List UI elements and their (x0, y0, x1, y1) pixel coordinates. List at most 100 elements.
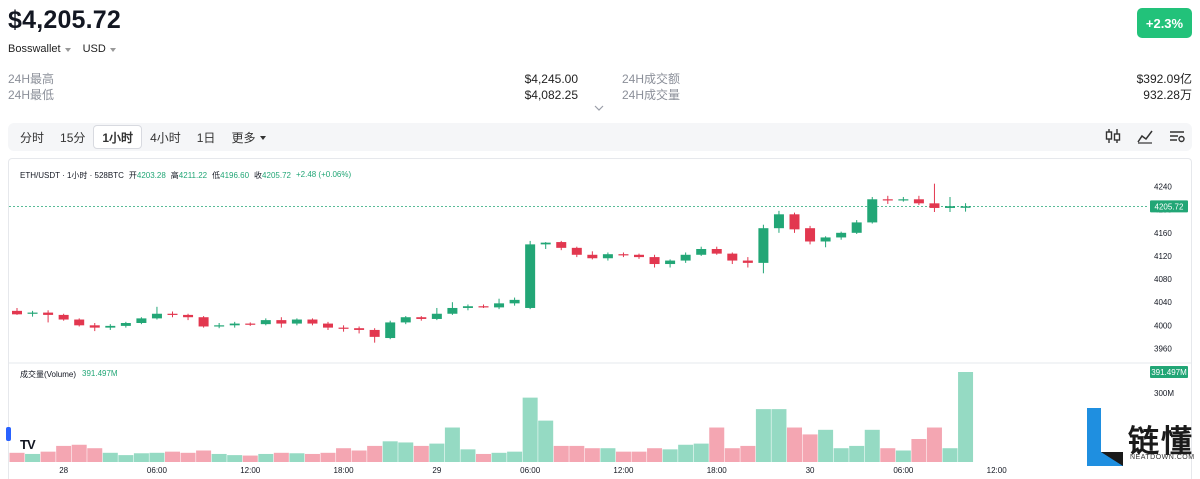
tradingview-logo-icon: TV (20, 437, 36, 452)
tab-1d[interactable]: 1日 (196, 130, 216, 145)
candle-body (462, 306, 473, 308)
currency-label: USD (82, 43, 106, 55)
timeframe-tabs: 分时 15分 1小时 4小时 1日 更多 (8, 123, 1192, 151)
candle-body (773, 214, 784, 229)
candle-body (183, 314, 194, 318)
settings-icon[interactable] (1168, 127, 1186, 145)
volume-bar (709, 427, 725, 462)
candlestick-icon[interactable] (1104, 127, 1122, 145)
time-tick-label: 06:00 (147, 466, 168, 475)
candle-body (556, 242, 567, 248)
chevron-down-icon (109, 47, 116, 52)
volume-label: 24H成交量 (622, 88, 681, 102)
volume-bar (569, 445, 585, 462)
tab-line[interactable]: 分时 (20, 130, 45, 145)
volume-bar (444, 427, 460, 462)
candle-body (307, 319, 318, 324)
time-tick-label: 12:00 (613, 466, 634, 475)
volume-bar (273, 452, 289, 462)
candle-body (151, 313, 162, 319)
candle-body (882, 199, 893, 201)
volume-bar (833, 448, 849, 462)
candle-body (229, 323, 240, 326)
candle-body (27, 312, 38, 314)
time-tick-label: 30 (806, 466, 815, 475)
volume-bar (227, 455, 243, 462)
volume-bar (9, 452, 25, 462)
candle-body (260, 320, 271, 325)
currency-dropdown[interactable]: USD (83, 43, 116, 55)
candle-body (789, 214, 800, 230)
exchange-dropdown[interactable]: Bosswallet (8, 43, 71, 55)
volume-bar (584, 448, 600, 462)
candle-body (602, 254, 613, 259)
indicator-icon[interactable] (1136, 127, 1154, 145)
open-label: 开 (128, 171, 137, 180)
time-tick-label: 12:00 (987, 466, 1008, 475)
tab-4h[interactable]: 4小时 (150, 130, 181, 145)
open-value: 4203.28 (136, 171, 166, 180)
volume-bar (289, 453, 305, 462)
panel-handle[interactable] (6, 427, 11, 441)
candle-body (276, 320, 287, 324)
low-value-legend: 4196.60 (220, 171, 250, 180)
current-price: $4,205.72 (8, 6, 122, 34)
candle-body (478, 306, 489, 308)
candle-body (649, 257, 660, 265)
candle-body (680, 254, 691, 261)
candle-body (416, 317, 427, 319)
volume-bar (258, 453, 274, 462)
exchange-label: Bosswallet (8, 43, 61, 55)
volume-bar (787, 427, 802, 462)
stats-high-low: 24H最高 $4,245.00 24H最低 $4,082.25 (8, 71, 578, 103)
expand-chevron-icon[interactable] (594, 104, 604, 112)
candle-body (665, 260, 676, 265)
volume-bar (740, 445, 756, 462)
price-tick-label: 4160 (1154, 229, 1172, 238)
volume-bar (895, 450, 911, 462)
candle-body (400, 317, 411, 323)
chevron-down-icon (260, 135, 267, 140)
volume-bar (211, 453, 227, 462)
tab-more[interactable]: 更多 (223, 125, 274, 149)
candle-body (820, 237, 831, 242)
chart-panel[interactable] (8, 158, 1192, 479)
candle-body (447, 307, 458, 314)
volume-bar (864, 429, 880, 462)
time-tick-label: 06:00 (893, 466, 914, 475)
symbol-label: ETH/USDT · 1小时 · 528BTC (20, 171, 124, 180)
candle-body (494, 303, 505, 308)
last-price-label: 4205.72 (1155, 202, 1184, 211)
volume-bar (40, 451, 56, 462)
volume-bar (242, 455, 258, 462)
volume-bar (615, 451, 631, 462)
tab-15m[interactable]: 15分 (60, 130, 86, 145)
time-tick-label: 18:00 (707, 466, 728, 475)
candle-body (960, 206, 971, 208)
candle-body (136, 318, 147, 323)
volume-bar (71, 444, 87, 462)
volume-bar (771, 409, 787, 462)
candle-body (58, 314, 69, 320)
watermark-text: 链懂 (1128, 424, 1194, 459)
low-label: 24H最低 (8, 88, 55, 102)
candle-body (851, 222, 862, 233)
volume-bar (678, 444, 694, 462)
volume-bar (647, 448, 663, 462)
turnover-value: $392.09亿 (1136, 72, 1192, 86)
volume-bar (693, 443, 709, 462)
volume-bar (491, 452, 507, 462)
candle-body (867, 199, 878, 223)
candle-body (540, 242, 551, 245)
time-tick-label: 18:00 (334, 466, 355, 475)
volume-bar (460, 449, 476, 462)
tab-1h[interactable]: 1小时 (93, 125, 143, 149)
close-value-legend: 4205.72 (262, 171, 291, 180)
candle-body (89, 325, 100, 328)
candle-body (431, 313, 442, 319)
volume-bar (165, 451, 180, 462)
watermark-subtext: NEATDOWN.COM (1130, 454, 1195, 461)
price-tick-label: 3960 (1154, 344, 1172, 353)
candle-body (214, 325, 225, 327)
